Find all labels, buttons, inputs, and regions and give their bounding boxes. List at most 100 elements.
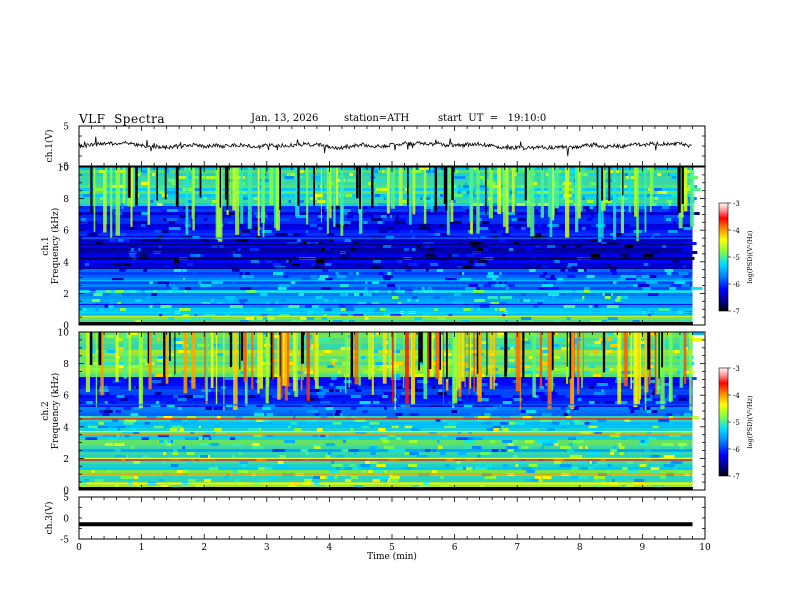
start-time-label: start UT = 19:10:0 — [438, 113, 547, 124]
spectrogram-cell — [98, 425, 109, 428]
spectrogram-cell — [144, 422, 150, 425]
sferic-streak — [412, 332, 415, 398]
spectrogram-cell — [573, 440, 584, 443]
spectrogram-cell — [151, 197, 155, 200]
spectrogram-cell — [166, 284, 171, 287]
sferic-streak — [313, 332, 316, 381]
spectrogram-cell — [198, 425, 201, 428]
spectrogram-cell — [683, 413, 692, 416]
spectrogram-cell — [316, 386, 323, 389]
spectrogram-cell — [110, 206, 118, 209]
spectrogram-cell — [391, 425, 399, 428]
spectrogram-cell — [602, 200, 612, 203]
spectrogram-cell — [336, 467, 340, 470]
spectrogram-cell — [666, 272, 672, 275]
spectrogram-cell — [393, 197, 397, 200]
spectrogram-cell — [159, 191, 167, 194]
spectrogram-band — [79, 182, 693, 185]
y-tick-label: 2 — [63, 290, 69, 300]
sferic-streak — [689, 332, 692, 411]
spectrogram-cell — [552, 296, 555, 299]
y-tick-label: 4 — [63, 423, 69, 433]
spectrogram-cell — [444, 248, 449, 251]
spectrogram-cell — [539, 419, 552, 422]
spectrogram-cell — [536, 440, 548, 443]
sferic-streak — [128, 332, 132, 391]
spectrogram-cell — [611, 215, 623, 218]
spectrogram-cell — [505, 320, 508, 323]
spectrogram-cell — [382, 440, 389, 443]
spectrogram-cell — [492, 425, 502, 428]
spectrogram-cell — [440, 194, 443, 197]
spectrogram-cell — [540, 398, 552, 401]
spectrogram-cell — [169, 347, 172, 350]
spectrogram-cell — [477, 341, 487, 344]
spectrogram-cell — [79, 182, 83, 185]
spectrogram-cell — [657, 191, 667, 194]
spectrogram-cell — [314, 413, 320, 416]
sferic-streak — [284, 332, 288, 386]
spectrogram-cell — [578, 431, 582, 434]
spectrogram-cell — [309, 224, 318, 227]
spectrogram-band — [79, 242, 693, 245]
spectrogram-cell — [593, 485, 602, 488]
spectrogram-cell — [583, 371, 591, 374]
spectrogram-cell — [387, 284, 396, 287]
spectrogram-cell — [418, 485, 429, 488]
spectrogram-band — [79, 317, 693, 320]
spectrogram-cell — [301, 377, 304, 380]
spectrogram-cell — [594, 305, 599, 308]
spectrogram-cell — [571, 476, 578, 479]
dark-gap — [504, 332, 507, 377]
spectrogram-cell — [605, 191, 610, 194]
spectrogram-cell — [325, 407, 334, 410]
spectrogram-cell — [519, 374, 531, 377]
spectrogram-cell — [453, 293, 462, 296]
spectrogram-cell — [630, 410, 635, 413]
sferic-streak — [390, 167, 395, 209]
spectrogram-cell — [355, 272, 359, 275]
spectrogram-cell — [568, 263, 578, 266]
dark-gap — [300, 332, 304, 364]
sferic-streak — [601, 167, 606, 211]
spectrogram-cell — [460, 278, 472, 281]
spectrogram-cell — [108, 401, 116, 404]
spectrogram-cell — [644, 398, 653, 401]
spectrogram-cell — [425, 269, 429, 272]
spectrogram-cell — [478, 464, 483, 467]
spectrogram-cell — [240, 287, 252, 290]
spectrogram-cell — [210, 434, 216, 437]
spectrogram-cell — [683, 275, 691, 278]
spectrogram-cell — [344, 212, 348, 215]
spectrogram-cell — [345, 479, 352, 482]
spectrogram-cell — [573, 419, 581, 422]
dark-gap — [297, 167, 300, 206]
spectrogram-cell — [165, 401, 175, 404]
spectrogram-cell — [368, 470, 373, 473]
spectrogram-cell — [342, 401, 346, 404]
spectrogram-cell — [357, 302, 367, 305]
spectrogram-cell — [537, 389, 549, 392]
spectrogram-cell — [290, 422, 298, 425]
spectrogram-cell — [246, 275, 254, 278]
spectrogram-cell — [376, 224, 386, 227]
spectrogram-cell — [273, 335, 281, 338]
sferic-streak — [210, 332, 214, 389]
spectrogram-cell — [596, 383, 608, 386]
spectrogram-cell — [260, 395, 268, 398]
spectrogram-cell — [279, 455, 286, 458]
spectrogram-cell — [616, 296, 621, 299]
spectrogram-cell — [654, 197, 658, 200]
spectrogram-cell — [416, 245, 421, 248]
spectrogram-cell — [300, 449, 308, 452]
dark-gap — [569, 332, 572, 379]
spectrogram-cell — [331, 461, 335, 464]
spectrogram-cell — [296, 239, 301, 242]
spectrogram-cell — [428, 230, 435, 233]
spectrogram-cell — [323, 281, 331, 284]
spectrogram-cell — [624, 245, 634, 248]
sferic-streak — [192, 167, 195, 231]
dark-gap — [224, 167, 227, 200]
spectrogram-cell — [507, 344, 518, 347]
spectrogram-cell — [503, 281, 508, 284]
